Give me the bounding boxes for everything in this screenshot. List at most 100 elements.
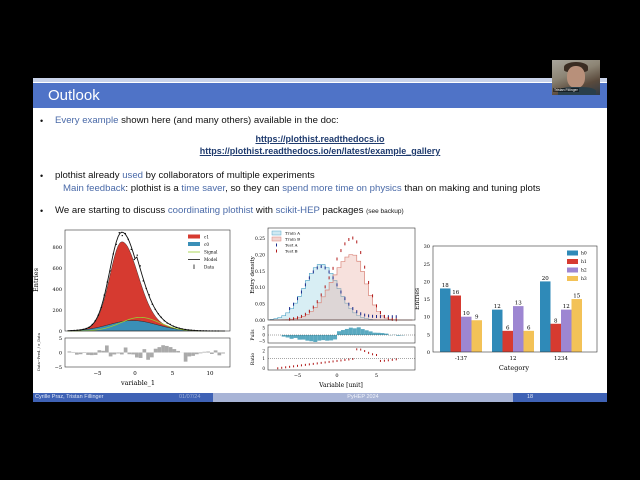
ratio-bar bbox=[187, 352, 192, 357]
ratio-bar bbox=[67, 351, 72, 353]
ratio-bar bbox=[206, 351, 210, 353]
test-a-point bbox=[293, 302, 295, 306]
ratio-point bbox=[376, 354, 377, 357]
y-tick-label: 400 bbox=[52, 287, 62, 293]
data-point bbox=[148, 294, 150, 296]
data-point bbox=[181, 328, 183, 330]
pull-bar bbox=[329, 335, 334, 341]
test-b-point bbox=[360, 251, 362, 255]
data-point bbox=[130, 248, 132, 251]
ratio-bar bbox=[78, 352, 83, 355]
pull-bar bbox=[325, 335, 330, 341]
bar-value-label: 6 bbox=[527, 325, 531, 331]
ratio-bar bbox=[82, 352, 87, 354]
test-a-point bbox=[376, 315, 377, 319]
data-point bbox=[79, 329, 81, 331]
ratio-y-axis-label: Ratio bbox=[250, 353, 256, 365]
legend-label: h3 bbox=[581, 276, 587, 282]
y-tick-label: 5 bbox=[427, 332, 430, 338]
ratio-bar bbox=[202, 351, 207, 353]
ratio-point bbox=[300, 364, 302, 367]
highlight-text: Every example bbox=[55, 115, 119, 126]
data-point bbox=[157, 313, 159, 315]
ratio-y-tick-label: 2 bbox=[262, 349, 265, 354]
data-point bbox=[70, 329, 72, 332]
y-tick-label: 25 bbox=[424, 262, 430, 268]
x-tick-label: 0 bbox=[133, 371, 137, 377]
bullet-2: plothist already used by collaborators o… bbox=[55, 170, 315, 181]
test-b-point bbox=[316, 300, 318, 304]
webcam-tile[interactable]: Tristan Fillinger bbox=[552, 60, 600, 95]
pull-bar bbox=[396, 335, 401, 336]
bar-h0 bbox=[492, 309, 503, 352]
data-point bbox=[88, 326, 90, 328]
bullet-icon: • bbox=[40, 206, 44, 216]
main-axes bbox=[267, 227, 416, 321]
test-b-point bbox=[368, 280, 370, 284]
presentation-slide: Outlook • Every example shown here (and … bbox=[33, 78, 607, 402]
legend-label: Test B bbox=[285, 249, 298, 254]
y-tick-label: 0.05 bbox=[255, 302, 265, 308]
y-tick-label: 0 bbox=[427, 350, 430, 356]
bar-value-label: 12 bbox=[563, 304, 570, 310]
pull-bar bbox=[321, 335, 326, 341]
pull-bar bbox=[340, 330, 345, 335]
ratio-point bbox=[344, 358, 346, 361]
ratio-point bbox=[387, 359, 389, 362]
docs-link[interactable]: https://plothist.readthedocs.io bbox=[255, 134, 385, 144]
bar-value-label: 15 bbox=[573, 294, 580, 300]
legend-label: Data bbox=[204, 265, 215, 270]
x-tick-label: −5 bbox=[294, 373, 301, 379]
test-b-point bbox=[352, 236, 354, 240]
y-tick-label: 600 bbox=[52, 266, 62, 272]
pulls-axes bbox=[267, 324, 416, 344]
bullet-icon: • bbox=[40, 116, 44, 126]
test-a-point bbox=[308, 276, 310, 280]
pull-bar bbox=[309, 335, 314, 342]
data-point bbox=[175, 326, 177, 328]
ratio-bar bbox=[165, 345, 169, 353]
x-tick-label: 5 bbox=[375, 373, 378, 379]
test-b-point bbox=[304, 312, 306, 316]
pull-bar bbox=[360, 329, 365, 335]
chart-fit-model: 0 200 400 600 800 Entries c1 c0 Signal Model Data 5… bbox=[32, 229, 231, 387]
data-point bbox=[109, 270, 111, 272]
y-tick-label: 200 bbox=[52, 308, 62, 314]
bullet-text: by collaborators of multiple experiments bbox=[143, 170, 315, 181]
gallery-link[interactable]: https://plothist.readthedocs.io/en/lates… bbox=[199, 146, 441, 156]
legend-swatch bbox=[188, 242, 200, 246]
test-a-point bbox=[368, 314, 370, 318]
test-b-point bbox=[308, 309, 310, 313]
y-tick-label: 0 bbox=[59, 329, 62, 335]
data-point bbox=[145, 287, 147, 290]
test-a-point bbox=[328, 270, 330, 274]
ratio-bar bbox=[101, 350, 105, 353]
test-a-point bbox=[332, 276, 334, 280]
data-point bbox=[139, 265, 141, 267]
ratio-point bbox=[360, 348, 362, 351]
test-b-point bbox=[383, 314, 385, 318]
ratio-point bbox=[297, 364, 298, 367]
ratio-bar bbox=[116, 352, 120, 354]
ratio-bar bbox=[183, 352, 188, 362]
test-b-point bbox=[379, 311, 381, 315]
slide-footer: Cyrille Praz, Tristan Fillinger 01/07/24… bbox=[33, 393, 607, 402]
ratio-bar bbox=[123, 347, 128, 353]
ratio-bar bbox=[146, 352, 150, 360]
legend-label: c1 bbox=[204, 235, 209, 240]
ratio-point bbox=[285, 366, 287, 369]
data-point bbox=[97, 314, 99, 316]
ratio-y-tick-label: 5 bbox=[59, 336, 62, 342]
data-point bbox=[187, 329, 189, 331]
ratio-point bbox=[340, 359, 342, 362]
footer-authors: Cyrille Praz, Tristan Fillinger bbox=[35, 394, 104, 400]
pull-bar bbox=[285, 335, 290, 338]
y-axis-label: Entries bbox=[32, 268, 40, 292]
legend-swatch bbox=[567, 276, 578, 281]
legend-swatch bbox=[271, 236, 282, 242]
data-point bbox=[184, 328, 186, 331]
ratio-point bbox=[336, 359, 338, 362]
see-backup-note: (see backup) bbox=[366, 208, 404, 215]
ratio-point bbox=[356, 348, 358, 351]
legend-swatch bbox=[188, 234, 200, 239]
